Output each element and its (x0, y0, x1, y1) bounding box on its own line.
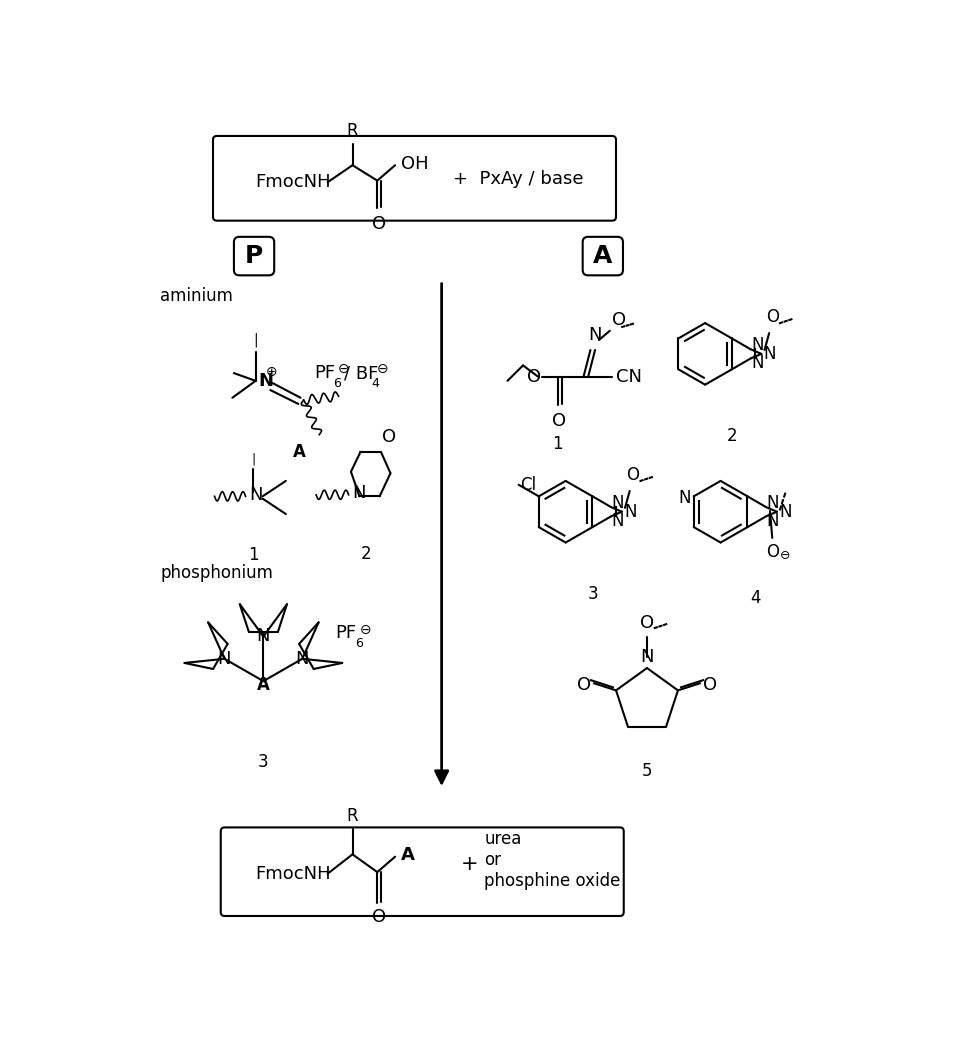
FancyBboxPatch shape (234, 237, 275, 276)
Text: R: R (347, 807, 358, 825)
Text: $\ominus$: $\ominus$ (779, 549, 790, 563)
Text: 4: 4 (751, 589, 760, 607)
Text: Cl: Cl (520, 476, 537, 494)
Text: FmocNH: FmocNH (255, 865, 331, 883)
Text: urea
or
phosphine oxide: urea or phosphine oxide (484, 830, 620, 889)
Text: OH: OH (401, 154, 429, 173)
Text: A: A (401, 846, 415, 864)
Text: N: N (259, 372, 274, 390)
Text: PF: PF (314, 364, 335, 382)
Text: 1: 1 (248, 546, 258, 564)
Text: 6: 6 (333, 377, 341, 390)
Text: O: O (577, 676, 590, 694)
Text: O: O (372, 215, 386, 233)
Text: 3: 3 (588, 585, 598, 603)
FancyBboxPatch shape (583, 237, 623, 276)
Text: A: A (294, 444, 306, 461)
Text: O: O (527, 367, 540, 386)
Text: N: N (678, 489, 690, 507)
Text: R: R (347, 121, 358, 139)
Text: N: N (640, 648, 654, 666)
Text: PF: PF (335, 624, 356, 642)
Text: 3: 3 (258, 753, 269, 771)
Text: O: O (766, 308, 779, 326)
Text: O: O (382, 429, 396, 447)
Text: O: O (612, 312, 626, 329)
Text: N: N (624, 503, 636, 521)
Text: P: P (245, 244, 263, 268)
Text: FmocNH: FmocNH (255, 173, 331, 191)
Text: 4: 4 (372, 377, 379, 390)
Text: 6: 6 (355, 637, 363, 649)
Text: / BF: / BF (344, 364, 378, 382)
Text: phosphonium: phosphonium (160, 564, 274, 582)
Text: 1: 1 (553, 435, 564, 453)
Text: O: O (766, 543, 779, 562)
Text: O: O (372, 908, 386, 926)
Text: N: N (767, 512, 780, 530)
Text: $\oplus$: $\oplus$ (265, 364, 277, 379)
Text: CN: CN (616, 367, 642, 386)
Text: 2: 2 (727, 427, 737, 445)
Text: |: | (252, 453, 255, 466)
Text: A: A (257, 676, 270, 694)
Text: |: | (253, 333, 258, 347)
Text: O: O (552, 412, 566, 430)
Text: $\ominus$: $\ominus$ (359, 623, 372, 637)
FancyBboxPatch shape (213, 136, 616, 221)
Text: N: N (780, 503, 792, 521)
Text: N: N (612, 494, 624, 512)
Text: N: N (250, 486, 263, 504)
Text: N: N (752, 354, 764, 372)
Text: 5: 5 (641, 762, 652, 780)
Text: +: + (461, 854, 479, 874)
Text: A: A (593, 244, 612, 268)
Text: +  PxAy / base: + PxAy / base (453, 170, 584, 188)
Text: 2: 2 (360, 545, 371, 563)
Text: N: N (588, 326, 602, 344)
Text: aminium: aminium (160, 287, 233, 305)
Text: $\ominus$: $\ominus$ (375, 362, 388, 376)
Text: $\ominus$: $\ominus$ (337, 362, 349, 376)
Text: N: N (612, 512, 624, 530)
Text: N: N (296, 649, 309, 667)
Text: N: N (256, 627, 270, 645)
Text: N: N (352, 485, 366, 503)
FancyBboxPatch shape (221, 828, 624, 916)
Text: N: N (752, 336, 764, 354)
Text: O: O (626, 466, 639, 484)
Text: N: N (218, 649, 231, 667)
Text: N: N (767, 494, 780, 512)
Text: O: O (640, 614, 654, 631)
Text: O: O (703, 676, 717, 694)
Text: N: N (764, 345, 777, 363)
